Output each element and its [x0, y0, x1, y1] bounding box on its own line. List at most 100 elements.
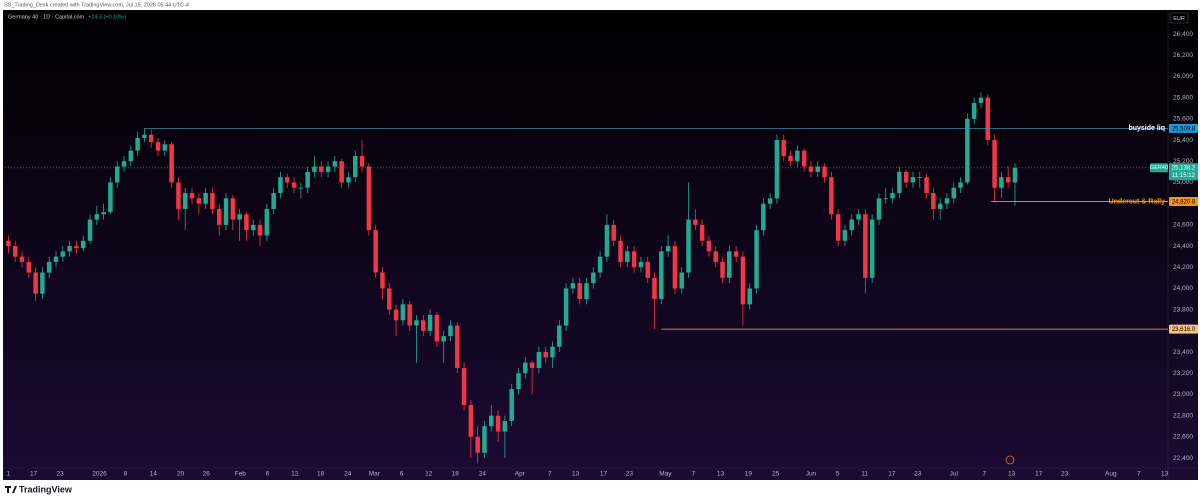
brand: TradingView	[19, 484, 73, 494]
candle-body	[509, 389, 514, 421]
y-tick-label: 25,800	[1173, 94, 1193, 101]
candle-body	[162, 144, 168, 151]
level-price-label: 25,509.8	[1172, 126, 1196, 132]
x-tick-label: 7	[548, 471, 552, 478]
candle-body	[570, 283, 576, 289]
candle-body	[353, 155, 358, 178]
candle-body	[176, 182, 181, 209]
candle-body	[121, 161, 127, 167]
candle-body	[46, 261, 52, 273]
x-tick-label: Feb	[235, 471, 247, 478]
candle-body	[781, 140, 786, 156]
candle-body	[965, 118, 970, 183]
candle-body	[373, 230, 378, 273]
candle-body	[80, 240, 86, 249]
y-tick-label: 24,600	[1173, 222, 1193, 229]
candle-body	[679, 272, 684, 289]
candle-body	[577, 283, 582, 300]
currency: EUR	[1173, 16, 1185, 22]
candle-body	[87, 219, 93, 241]
candle-body	[516, 373, 521, 390]
y-tick-label: 24,400	[1173, 243, 1193, 250]
candle-body	[108, 182, 113, 213]
x-tick-label: 12	[425, 471, 433, 478]
candle-body	[278, 177, 283, 194]
x-tick-label: 7	[983, 471, 987, 478]
candle-body	[951, 187, 957, 199]
candle-body	[931, 193, 936, 209]
candle-body	[305, 171, 310, 188]
y-tick-label: 26,000	[1173, 73, 1193, 80]
x-tick-label: 13	[572, 471, 580, 478]
x-tick-label: 25	[772, 471, 780, 478]
x-tick-label: 19	[745, 471, 753, 478]
candle-body	[652, 277, 657, 300]
candle-body	[543, 352, 548, 358]
x-tick-label: 11	[861, 471, 868, 478]
y-tick-label: 26,200	[1173, 52, 1193, 59]
candle-body	[19, 256, 25, 262]
x-tick-label: 13	[717, 471, 725, 478]
x-tick-label: Aug	[1105, 471, 1117, 478]
candle-body	[978, 97, 984, 103]
candle-body	[761, 203, 766, 231]
candle-body	[849, 219, 854, 231]
x-tick-label: 2026	[92, 471, 107, 478]
x-tick-label: 1	[7, 471, 11, 478]
candle-body	[298, 187, 304, 189]
candle-body	[182, 193, 188, 209]
candle-body	[33, 272, 38, 294]
candle-body	[591, 272, 596, 284]
candle-body	[114, 166, 120, 183]
x-tick-label: Apr	[515, 471, 526, 478]
y-tick-label: 25,600	[1173, 116, 1193, 123]
candle-body	[672, 246, 678, 289]
candle-body	[801, 150, 807, 167]
candle-body	[196, 198, 202, 204]
last-price-label: 25,138.2	[1172, 165, 1196, 171]
x-tick-label: May	[659, 471, 672, 478]
candle-body	[856, 214, 861, 220]
candle-body	[876, 198, 882, 220]
candle-body	[407, 304, 412, 326]
candle-body	[441, 336, 446, 342]
candle-body	[285, 177, 290, 183]
x-tick-label: 12	[291, 471, 299, 478]
candle-body	[271, 193, 276, 209]
candle-body	[148, 134, 154, 143]
candle-body	[523, 362, 528, 374]
candle-body	[461, 367, 467, 406]
candle-body	[264, 208, 270, 236]
y-tick-label: 23,200	[1173, 370, 1193, 377]
countdown: 11:15:12	[1172, 173, 1196, 179]
candle-body	[244, 214, 249, 231]
brand-logo: TradingView	[5, 484, 73, 494]
last-price-box	[1169, 163, 1198, 181]
x-tick-label: 23	[626, 471, 634, 478]
candle-body	[400, 304, 406, 321]
level-price-box	[1169, 324, 1198, 334]
candle-body	[897, 171, 902, 194]
candle-body	[529, 362, 535, 368]
x-tick-label: 17	[888, 471, 896, 478]
legend-title: Germany 40 · 1D · Capital.com	[8, 14, 85, 20]
candle-body	[999, 177, 1004, 188]
candle-body	[584, 283, 589, 300]
x-tick-label: 13	[1161, 471, 1169, 478]
candle-body	[720, 261, 725, 278]
symbol-box	[1150, 163, 1168, 173]
x-tick-label: 24	[344, 471, 352, 478]
candle-body	[6, 240, 11, 247]
y-tick-label: 22,400	[1173, 455, 1193, 462]
x-tick-label: 13	[1008, 471, 1016, 478]
candle-body	[434, 314, 440, 342]
candle-body	[128, 150, 134, 162]
candle-body	[971, 102, 977, 119]
x-tick-label: 23	[914, 471, 922, 478]
candle-body	[155, 142, 161, 151]
candle-body	[713, 251, 718, 262]
candle-body	[12, 246, 18, 257]
candle-body	[985, 97, 991, 141]
candle-body	[223, 198, 229, 225]
